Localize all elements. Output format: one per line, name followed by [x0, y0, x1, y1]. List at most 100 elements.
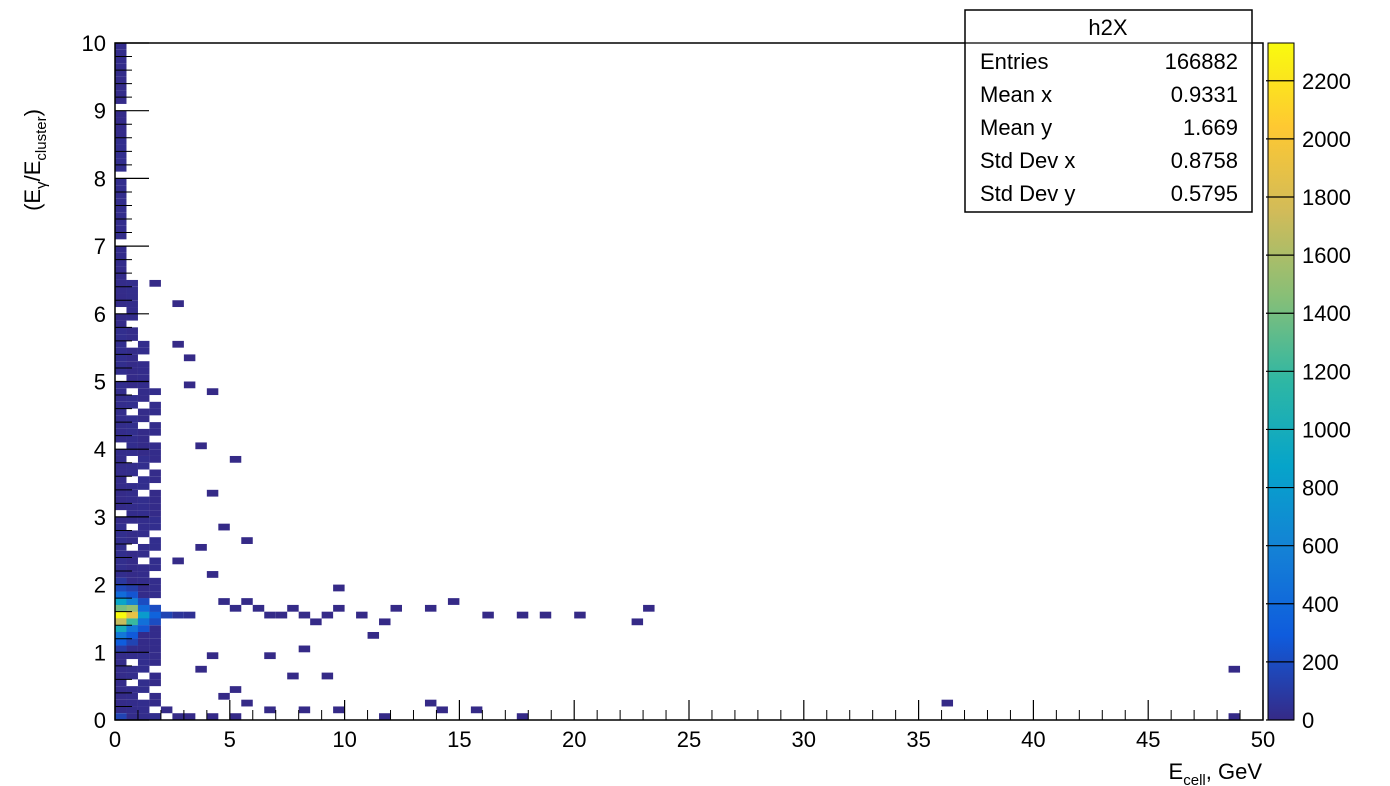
heatmap-bin-4 [115, 604, 127, 612]
dense-bin-80 [115, 110, 127, 118]
heatmap-bin-11 [137, 618, 150, 626]
x-tick-label-2: 10 [332, 727, 356, 752]
heatmap-bin-27 [172, 611, 184, 619]
scatter-bin-14 [356, 611, 368, 619]
scatter-bin-42 [436, 706, 448, 714]
dense-bin-184 [137, 367, 150, 375]
dense-bin-119 [126, 469, 138, 477]
dense-bin-139 [126, 300, 138, 308]
dense-bin-219 [149, 428, 161, 436]
dense-bin-56 [115, 286, 127, 294]
stats-box-frame [964, 9, 1253, 213]
z-tick-label-0: 0 [1302, 708, 1314, 733]
dense-bin-1 [115, 699, 127, 707]
dense-bin-146 [137, 686, 150, 693]
dense-bin-206 [149, 543, 161, 551]
x-tick-label-8: 40 [1021, 727, 1045, 752]
dense-bin-23 [115, 537, 127, 544]
y-tick-label-2: 2 [94, 573, 106, 598]
dense-bin-221 [149, 408, 161, 416]
scatter-bin-0 [172, 557, 184, 565]
dense-bin-8 [115, 652, 127, 660]
dense-bin-65 [115, 219, 127, 226]
heatmap-bin-9 [115, 598, 127, 605]
scatter-bin-24 [298, 645, 311, 653]
stats-rows: Entries 166882 Mean x 0.9331 Mean y 1.669 Std … [980, 49, 1238, 206]
dense-bin-72 [115, 164, 127, 172]
dense-bin-131 [126, 367, 138, 375]
dense-bin-50 [115, 334, 127, 341]
dense-bin-191 [149, 679, 161, 687]
x-tick-label-3: 15 [447, 727, 471, 752]
dense-bin-125 [126, 422, 138, 429]
scatter-bin-64 [574, 611, 586, 619]
scatter-bin-63 [470, 706, 483, 714]
scatter-bin-35 [172, 340, 184, 348]
x-tick-label-10: 50 [1251, 727, 1275, 752]
dense-bin-142 [126, 279, 138, 287]
dense-bin-25 [115, 523, 127, 531]
dense-bin-159 [137, 577, 150, 585]
heatmap-bin-13 [115, 631, 127, 639]
x-tick-label-0: 0 [109, 727, 121, 752]
stats-label-2: Mean y [980, 115, 1052, 140]
heatmap-bin-25 [126, 638, 138, 646]
scatter-bin-44 [1228, 713, 1241, 720]
dense-bin-208 [149, 523, 161, 531]
dense-bin-189 [149, 699, 161, 707]
scatter-bin-52 [241, 699, 253, 707]
dense-bin-54 [115, 300, 127, 308]
dense-bin-47 [115, 354, 127, 362]
scatter-bin-50 [195, 665, 207, 673]
scatter-bin-1 [195, 543, 207, 551]
heatmap-bin-3 [126, 604, 138, 612]
dense-bin-128 [126, 395, 138, 402]
dense-bin-168 [137, 503, 150, 511]
dense-bin-158 [137, 584, 150, 592]
scatter-bin-54 [206, 713, 219, 720]
dense-bin-46 [115, 361, 127, 368]
dense-bin-27 [115, 503, 127, 511]
scatter-bin-17 [424, 604, 437, 612]
dense-bin-144 [137, 706, 150, 714]
scatter-bin-38 [149, 279, 161, 287]
dense-bin-24 [115, 530, 127, 538]
scatter-bin-41 [424, 699, 437, 707]
dense-bin-164 [137, 530, 150, 538]
dense-bin-143 [137, 713, 150, 720]
stats-box-title: h2X [1088, 15, 1127, 40]
dense-bin-170 [137, 483, 150, 490]
heatmap-bin-28 [115, 577, 127, 585]
dense-bin-36 [115, 435, 127, 443]
dense-bin-214 [149, 476, 161, 484]
dense-bin-37 [115, 428, 127, 436]
scatter-bin-27 [333, 584, 345, 592]
dense-bin-21 [115, 550, 127, 558]
dense-bin-215 [149, 469, 161, 477]
scatter-bin-15 [379, 618, 391, 626]
dense-bin-187 [137, 340, 150, 348]
dense-bin-161 [137, 564, 150, 572]
dense-bin-213 [149, 489, 161, 497]
heatmap-bin-23 [160, 611, 173, 619]
scatter-bin-43 [516, 713, 529, 720]
dense-bin-82 [115, 90, 127, 98]
dense-bin-83 [115, 83, 127, 91]
dense-bin-197 [149, 631, 161, 639]
dense-bin-195 [149, 645, 161, 653]
heatmap-bin-17 [115, 591, 127, 599]
z-tick-label-5: 1000 [1302, 417, 1351, 442]
scatter-bin-20 [539, 611, 552, 619]
scatter-bin-18 [447, 598, 460, 605]
dense-bin-38 [115, 422, 127, 429]
dense-bin-134 [126, 347, 138, 355]
dense-bin-122 [126, 442, 138, 450]
dense-bin-182 [137, 381, 150, 389]
stats-value-1: 0.9331 [1171, 82, 1238, 107]
scatter-bin-4 [229, 604, 242, 612]
dense-bin-148 [137, 665, 150, 673]
heatmap-bin-15 [149, 618, 161, 626]
dense-bin-90 [126, 713, 138, 720]
dense-bin-205 [149, 557, 161, 565]
